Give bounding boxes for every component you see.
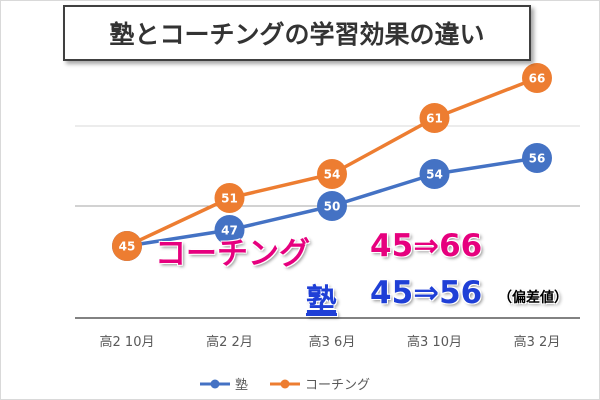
data-label: 54 (426, 168, 443, 182)
legend-swatch-marker (280, 379, 290, 389)
data-label: 56 (529, 152, 546, 166)
data-label: 51 (221, 192, 238, 206)
data-point (112, 231, 142, 261)
legend-label: コーチング (305, 378, 370, 393)
x-tick-label: 高2 2月 (206, 334, 253, 350)
series-points: 45475054564551546166 (112, 63, 552, 261)
data-point (419, 159, 450, 189)
x-tick-label: 高2 10月 (100, 334, 155, 350)
annotation-juku-value: 45⇒56 (370, 275, 483, 311)
legend-label: 塾 (235, 377, 248, 393)
legend: 塾 コーチング (200, 377, 370, 393)
data-point (317, 159, 347, 189)
x-tick-label: 高3 10月 (407, 334, 462, 350)
x-tick-label: 高3 2月 (514, 334, 561, 350)
chart-title: 塾とコーチングの学習効果の違い (63, 5, 531, 61)
data-point (522, 143, 552, 173)
data-point (419, 103, 450, 133)
annotation-unit-note: （偏差値） (498, 290, 568, 306)
data-label: 47 (221, 224, 238, 238)
legend-swatch-marker (210, 379, 220, 389)
data-label: 66 (529, 72, 546, 86)
data-label: 61 (426, 112, 443, 126)
data-point (214, 183, 245, 213)
data-label: 54 (324, 168, 341, 182)
data-point (522, 63, 552, 93)
data-point (214, 215, 245, 245)
x-tick-label: 高3 6月 (309, 334, 356, 350)
annotation-coaching-label: コーチング (155, 236, 310, 272)
data-label: 50 (324, 200, 341, 214)
annotation-coaching-value: 45⇒66 (370, 228, 483, 264)
data-label: 45 (119, 240, 136, 254)
data-point (317, 191, 347, 221)
x-axis: 高2 10月 高2 2月 高3 6月 高3 10月 高3 2月 (75, 317, 580, 350)
annotation-juku-label: 塾 (306, 283, 337, 319)
